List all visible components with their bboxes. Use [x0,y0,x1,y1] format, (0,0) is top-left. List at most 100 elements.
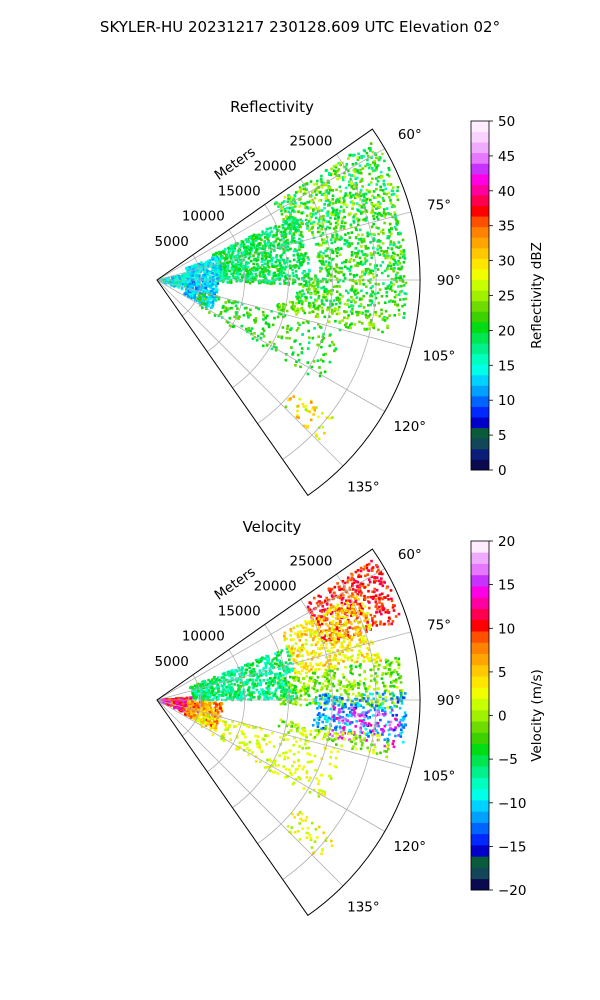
echo-cell [256,263,259,266]
echo-cell [193,294,197,297]
echo-cell [329,590,332,594]
echo-cell [324,227,327,231]
echo-cell [277,308,281,312]
echo-cell [297,416,301,420]
echo-cell [397,259,400,263]
echo-cell [292,221,295,225]
echo-cell [350,195,353,198]
echo-cell [355,193,359,196]
echo-cell [372,205,375,208]
echo-cell [325,288,328,292]
echo-cell [192,291,195,295]
echo-cell [227,673,230,676]
echo-cell [393,300,397,303]
echo-cell [317,647,320,650]
echo-cell [313,207,317,210]
echo-cell [288,300,292,304]
echo-cell [329,216,332,220]
echo-cell [305,188,308,191]
echo-cell [321,277,325,281]
echo-cell [332,165,336,168]
echo-cell [254,276,257,279]
echo-cell [359,641,362,644]
echo-cell [337,679,341,683]
echo-cell [240,695,243,699]
echo-cell [359,666,362,670]
echo-cell [344,656,347,659]
colorbar-swatch [471,247,489,259]
echo-cell [335,605,339,609]
echo-cell [387,264,390,267]
echo-cell [381,260,385,264]
echo-cell [279,651,283,654]
echo-cell [220,257,223,261]
echo-cell [314,681,317,685]
echo-cell [230,686,233,689]
echo-cell [265,682,268,685]
echo-cell [215,288,219,292]
echo-cell [264,267,267,270]
echo-cell [301,646,305,649]
echo-cell [349,683,352,686]
echo-cell [346,316,349,320]
echo-cell [257,691,261,694]
echo-cell [204,267,208,271]
echo-cell [381,330,384,334]
echo-cell [345,239,349,243]
echo-cell [276,315,280,319]
echo-cell [235,680,239,683]
echo-cell [322,220,326,224]
echo-cell [247,312,251,316]
echo-cell [377,283,380,286]
echo-cell [346,692,349,696]
echo-cell [207,298,210,301]
echo-cell [238,315,241,318]
echo-cell [387,671,390,675]
echo-cell [235,275,238,279]
echo-cell [311,212,315,216]
echo-cell [318,623,321,627]
echo-cell [246,265,249,269]
echo-cell [297,225,300,228]
echo-cell [317,621,320,625]
echo-cell [348,607,352,611]
echo-cell [349,669,352,673]
echo-cell [348,586,352,590]
echo-cell [279,204,282,208]
echo-cell [300,347,304,350]
echo-cell [217,296,221,299]
echo-cell [353,153,356,157]
echo-cell [374,203,377,207]
echo-cell [389,264,393,268]
echo-cell [251,682,254,686]
echo-cell [263,248,266,251]
echo-cell [362,642,365,646]
echo-cell [375,156,378,160]
echo-cell [274,689,277,693]
echo-cell [349,153,352,157]
echo-cell [185,267,189,270]
echo-cell [351,636,355,639]
echo-cell [318,217,322,220]
echo-cell [266,262,269,265]
echo-cell [354,251,357,255]
echo-cell [285,684,288,687]
echo-cell [329,173,332,177]
echo-cell [171,277,175,280]
echo-cell [306,605,310,609]
echo-cell [261,327,265,331]
echo-cell [211,275,215,279]
echo-cell [382,666,386,669]
colorbar-swatch [471,448,489,460]
echo-cell [271,323,275,327]
echo-cell [365,267,368,271]
echo-cell [400,289,404,293]
echo-cell [321,412,324,415]
echo-cell [337,682,340,686]
colorbar-tick-label: 25 [498,289,515,305]
echo-cell [352,221,356,224]
echo-cell [265,255,269,258]
echo-cell [260,274,263,278]
echo-cell [382,192,386,195]
